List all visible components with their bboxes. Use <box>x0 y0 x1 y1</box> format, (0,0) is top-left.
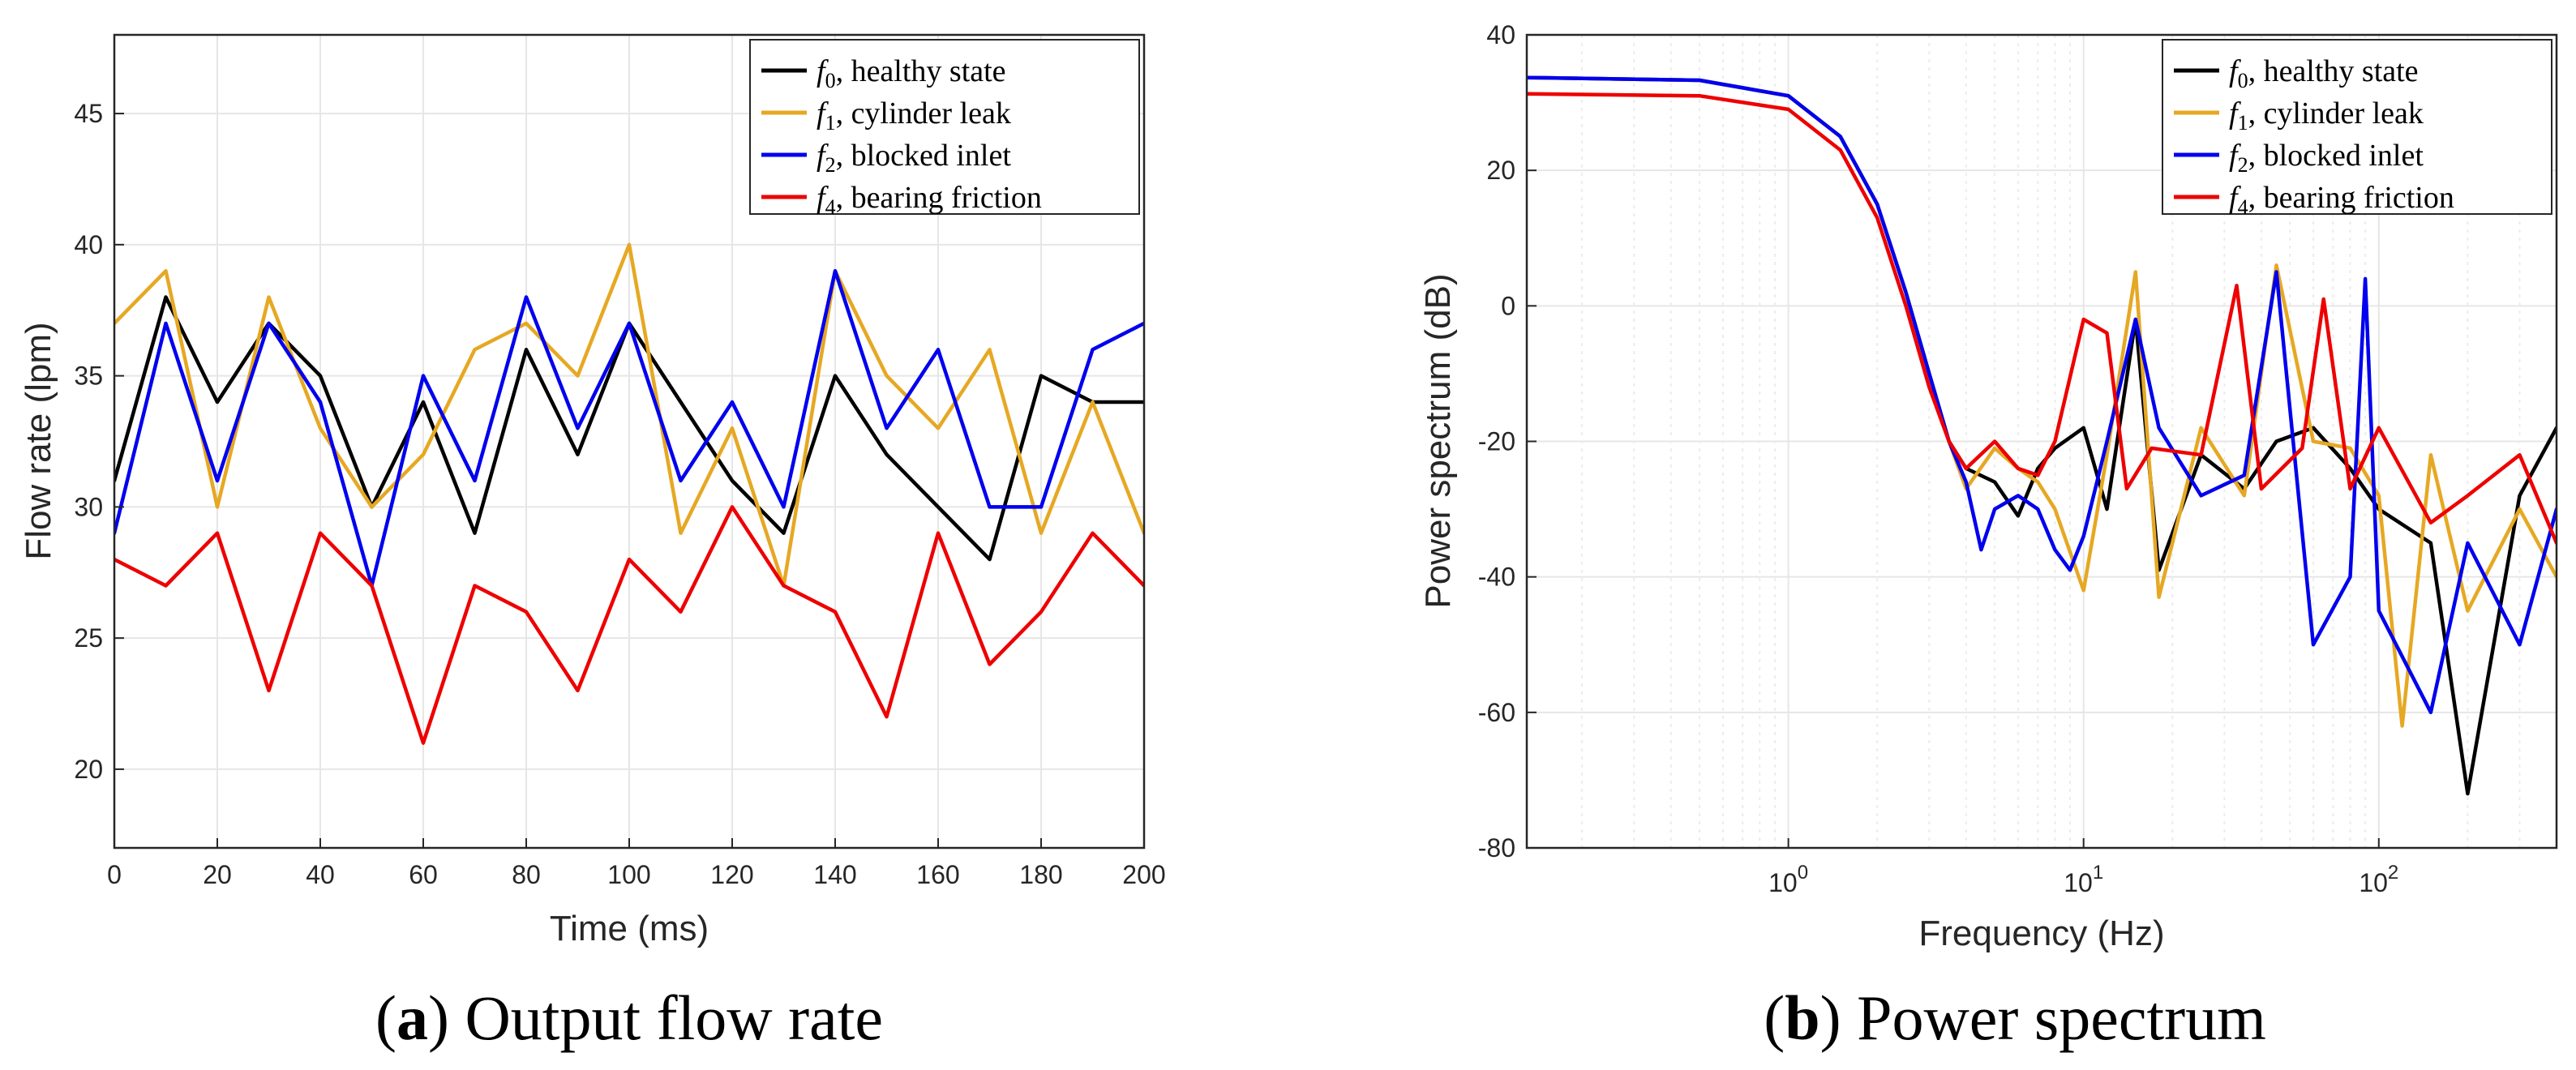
y-tick-label: 45 <box>74 99 103 128</box>
panel-a-xlabel: Time (ms) <box>550 909 709 948</box>
x-tick-label: 60 <box>409 860 438 889</box>
legend-entry: f0, healthy state <box>817 54 1006 92</box>
x-tick-label: 200 <box>1122 860 1165 889</box>
x-tick-label: 120 <box>710 860 753 889</box>
panel-b-caption-text: Power spectrum <box>1857 982 2266 1053</box>
y-tick-label: -80 <box>1478 833 1515 862</box>
legend-entry: f1, cylinder leak <box>817 96 1011 135</box>
panel-a-caption-letter: a <box>396 982 428 1053</box>
x-tick-label: 180 <box>1019 860 1062 889</box>
legend-entry: f4, bearing friction <box>2229 181 2454 219</box>
panel-a-ylabel: Flow rate (lpm) <box>19 322 58 559</box>
x-tick-label: 20 <box>203 860 232 889</box>
x-tick-label: 102 <box>2359 862 2398 897</box>
panel-power-spectrum: -80 -60 -40 -20 0 20 40 100 101 102 Frequency (Hz… <box>1418 20 2558 1053</box>
panel-b-caption: (b) Power spectrum <box>1764 982 2266 1053</box>
legend-entry: f0, healthy state <box>2229 54 2419 92</box>
series-line-f4 <box>1527 92 2557 546</box>
panel-a-legend: f0, healthy state f1, cylinder leak f2, bl… <box>749 39 1140 219</box>
series-line-f4 <box>114 505 1144 745</box>
series-line-f1 <box>114 242 1144 588</box>
y-tick-label: 40 <box>1486 20 1515 49</box>
legend-box <box>2162 39 2552 215</box>
series-line-f2 <box>1527 75 2557 715</box>
x-tick-label: 160 <box>916 860 959 889</box>
y-tick-label: 35 <box>74 362 103 391</box>
legend-box <box>749 39 1140 215</box>
x-tick-label: 80 <box>512 860 541 889</box>
legend-entry: f2, blocked inlet <box>817 139 1011 177</box>
x-tick-label: 100 <box>1768 862 1808 897</box>
panel-b-series <box>1527 75 2557 796</box>
x-tick-label: 100 <box>607 860 650 889</box>
legend-entry: f1, cylinder leak <box>2229 96 2424 135</box>
y-tick-label: 20 <box>1486 156 1515 185</box>
panel-a-series <box>114 242 1144 745</box>
x-tick-label: 101 <box>2064 862 2103 897</box>
series-line-f2 <box>114 268 1144 588</box>
y-tick-label: 25 <box>74 623 103 653</box>
y-tick-label: 0 <box>1501 291 1515 320</box>
y-tick-label: -60 <box>1478 698 1515 727</box>
y-tick-label: 20 <box>74 755 103 784</box>
panel-a-ticks: 20 25 30 35 40 45 0 20 40 60 80 100 120 140 160 180 200 <box>74 99 1165 889</box>
panel-b-xlabel: Frequency (Hz) <box>1918 914 2164 953</box>
legend-entry: f2, blocked inlet <box>2229 139 2424 177</box>
y-tick-label: -40 <box>1478 563 1515 592</box>
panel-b-legend: f0, healthy state f1, cylinder leak f2, bl… <box>2162 39 2552 219</box>
y-tick-label: 30 <box>74 492 103 521</box>
panel-b-caption-letter: b <box>1785 982 1819 1053</box>
x-tick-label: 0 <box>107 860 122 889</box>
panel-b-ylabel: Power spectrum (dB) <box>1418 273 1458 608</box>
y-tick-label: -20 <box>1478 427 1515 456</box>
x-tick-label: 140 <box>813 860 856 889</box>
legend-entry: f4, bearing friction <box>817 181 1042 219</box>
y-tick-label: 40 <box>74 230 103 259</box>
x-tick-label: 40 <box>306 860 335 889</box>
panel-a-caption: (a) Output flow rate <box>375 982 883 1053</box>
panel-b-ticks: -80 -60 -40 -20 0 20 40 100 101 102 <box>1478 20 2399 897</box>
panel-a-caption-text: Output flow rate <box>465 982 883 1053</box>
